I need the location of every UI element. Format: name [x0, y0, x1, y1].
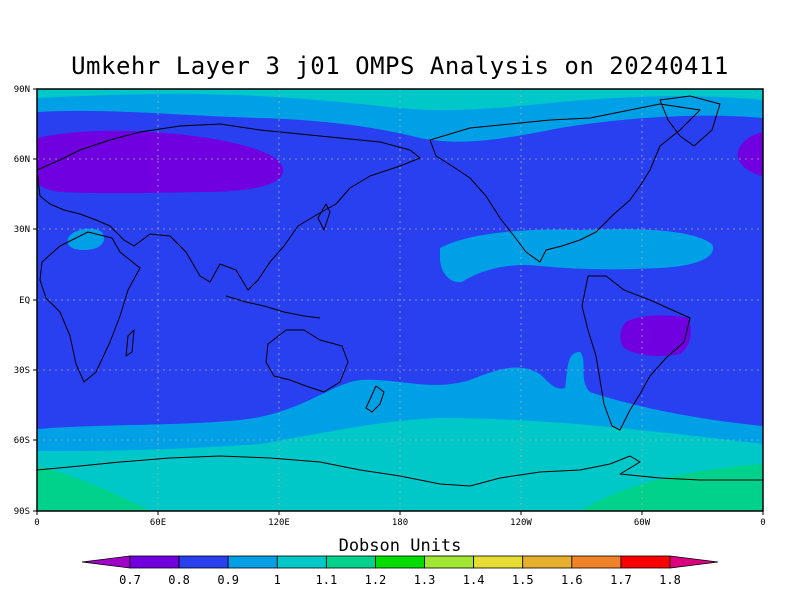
lon-label-0-east: 0 [760, 518, 765, 528]
indonesia-outline [225, 295, 321, 319]
greenland-outline [659, 95, 721, 147]
colorbar-max-arrow [669, 555, 719, 569]
south-america-outline [581, 275, 691, 431]
lat-label-30s: 30S [14, 366, 30, 376]
lon-label-120e: 120E [268, 518, 290, 528]
lat-label-60n: 60N [14, 155, 30, 165]
colorbar-min-arrow [81, 555, 131, 569]
colorbar-tick-label: 1.6 [561, 573, 583, 587]
south-band-1.1-east [580, 464, 763, 511]
lat-label-eq: EQ [19, 296, 30, 306]
subtropical-lobe [440, 229, 714, 283]
lon-label-180: 180 [392, 518, 408, 528]
colorbar-tick-label: 1.3 [414, 573, 436, 587]
north-america-outline [429, 103, 701, 263]
colorbar-swatch [276, 555, 327, 569]
eurasia-outline [37, 123, 421, 291]
lat-label-90s: 90S [14, 507, 30, 517]
japan-outline [317, 203, 331, 231]
new-zealand-outline [365, 385, 385, 413]
lat-label-60s: 60S [14, 436, 30, 446]
colorbar-swatch [375, 555, 425, 569]
colorbar-swatch [620, 555, 671, 569]
colorbar-title: Dobson Units [338, 536, 462, 556]
lat-label-30n: 30N [14, 225, 30, 235]
map-title: Umkehr Layer 3 j01 OMPS Analysis on 2024… [71, 52, 729, 80]
colorbar-swatch [325, 555, 376, 569]
eastern-minimum [737, 132, 763, 176]
lon-axis: 0 60E 120E 180 120W 60W 0 [34, 511, 766, 528]
north-band-1.0 [37, 89, 763, 111]
colorbar-tick-label: 0.7 [119, 573, 141, 587]
antarctica-outline [37, 455, 763, 487]
colorbar-swatch [178, 555, 229, 569]
colorbar: 0.7 0.8 0.9 1 1.1 1.2 1.3 1.4 1.5 1.6 1.7 1.8 [81, 555, 719, 587]
lon-label-60w: 60W [634, 518, 651, 528]
graticule [37, 89, 763, 511]
lon-label-0: 0 [34, 518, 39, 528]
lon-label-120w: 120W [510, 518, 532, 528]
africa-outline [39, 231, 141, 383]
eurasia-minimum [37, 130, 284, 194]
north-band-0.9 [37, 89, 763, 142]
colorbar-tick-label: 1.2 [365, 573, 387, 587]
colorbar-tick-label: 1.4 [463, 573, 485, 587]
australia-outline [265, 329, 349, 393]
colorbar-tick-label: 0.9 [217, 573, 239, 587]
colorbar-swatch [522, 555, 573, 569]
colorbar-tick-label: 1 [274, 573, 281, 587]
colorbar-swatch [473, 555, 524, 569]
colorbar-swatch [227, 555, 278, 569]
colorbar-tick-label: 1.5 [512, 573, 534, 587]
colorbar-tick-label: 1.8 [659, 573, 681, 587]
colorbar-swatch [571, 555, 622, 569]
colorbar-swatch [424, 555, 475, 569]
contour-field [37, 89, 763, 511]
lat-label-90n: 90N [14, 85, 30, 95]
colorbar-swatch [129, 555, 180, 569]
south-america-minimum [620, 315, 691, 356]
south-band-1.1 [37, 466, 150, 511]
lat-axis: 90N 60N 30N EQ 30S 60S 90S [14, 85, 37, 517]
colorbar-tick-label: 1.1 [316, 573, 338, 587]
lon-label-60e: 60E [150, 518, 166, 528]
colorbar-tick-label: 0.8 [168, 573, 190, 587]
madagascar-outline [125, 329, 135, 357]
colorbar-tick-label: 1.7 [610, 573, 632, 587]
south-band-1.0 [37, 418, 763, 511]
coastlines [37, 95, 763, 487]
